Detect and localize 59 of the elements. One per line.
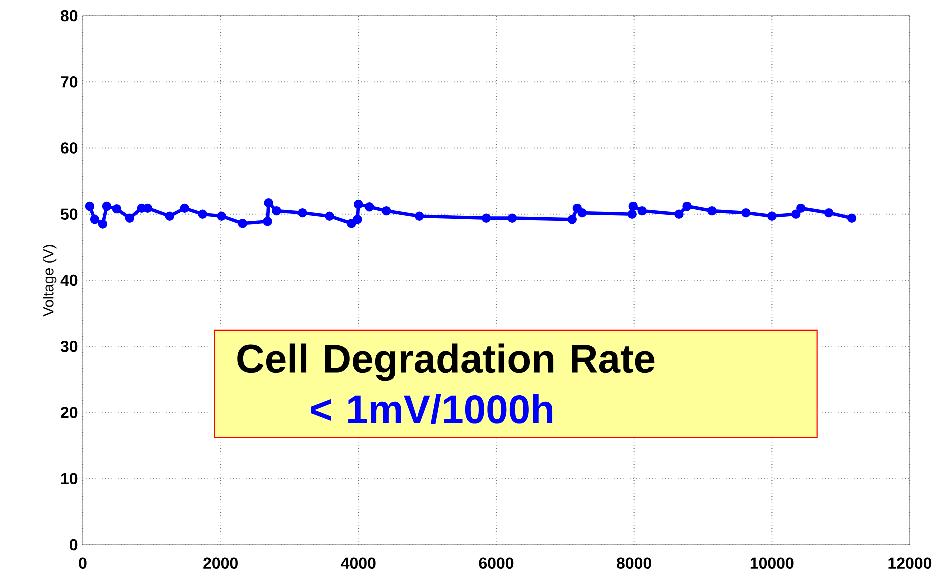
point <box>143 204 153 214</box>
point <box>508 214 518 223</box>
point <box>674 210 684 219</box>
y-axis-title: Voltage (V) <box>43 245 57 317</box>
y-tick-label: 30 <box>60 340 78 352</box>
point <box>628 210 637 219</box>
point <box>824 208 834 218</box>
y-tick-label: 60 <box>61 142 78 154</box>
x-tick-label: 10000 <box>750 558 794 570</box>
y-tick-label: 10 <box>62 473 78 485</box>
point <box>102 202 112 212</box>
x-tick-label: 6000 <box>479 558 514 570</box>
point <box>578 208 587 218</box>
point <box>482 214 492 223</box>
y-tick-label: 40 <box>60 274 78 286</box>
point <box>165 212 175 221</box>
point <box>112 204 122 214</box>
point <box>628 202 638 212</box>
point <box>847 214 857 223</box>
point <box>272 206 282 216</box>
point <box>325 212 334 221</box>
x-tick-label: 8000 <box>617 558 652 570</box>
x-tick-label: 4000 <box>341 558 376 570</box>
point <box>90 215 100 224</box>
point <box>768 212 777 221</box>
point <box>638 206 647 216</box>
point <box>796 204 806 214</box>
point <box>365 202 374 212</box>
point <box>353 215 362 224</box>
point <box>708 206 717 216</box>
y-tick-label: 70 <box>61 76 78 88</box>
point <box>198 210 208 219</box>
point <box>298 208 308 218</box>
y-tick-label: 20 <box>61 407 78 418</box>
point <box>792 210 801 219</box>
point <box>568 215 577 224</box>
point <box>682 202 692 212</box>
point <box>180 204 190 214</box>
point <box>382 206 392 216</box>
point <box>347 219 356 228</box>
point <box>217 212 226 221</box>
x-tick-label: 2000 <box>204 558 238 570</box>
point <box>238 219 248 228</box>
point <box>85 202 95 212</box>
y-tick-label: 50 <box>61 208 78 220</box>
annotation: Cell Degradation Rate <box>238 344 655 382</box>
point <box>742 208 751 218</box>
point <box>98 220 108 229</box>
point <box>572 204 582 214</box>
annotation: < 1mV/1000h <box>311 394 553 424</box>
x-tick-label: 12000 <box>888 558 932 570</box>
point <box>354 200 364 210</box>
point <box>125 214 135 223</box>
y-tick-label: 0 <box>70 539 78 551</box>
y-tick-label: 80 <box>61 10 78 22</box>
point <box>263 217 272 226</box>
point <box>264 198 274 208</box>
x-tick-label: 0 <box>79 558 87 570</box>
point <box>414 212 424 221</box>
